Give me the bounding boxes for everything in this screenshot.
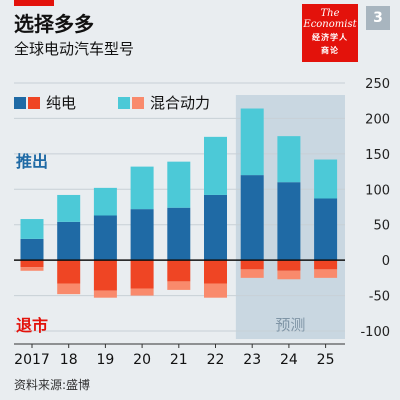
bar-pure-exit [167, 260, 191, 282]
bar-hybrid-exit [167, 281, 191, 290]
bar-hybrid-launch [240, 108, 264, 176]
bar-hybrid-exit [240, 269, 264, 278]
bar-pure-launch [204, 194, 227, 261]
bar-hybrid-exit [277, 270, 301, 280]
bar-pure-exit [130, 260, 154, 289]
x-tick-label: 18 [60, 352, 78, 368]
bar-hybrid-launch [167, 161, 191, 208]
bar-pure-exit [93, 260, 117, 291]
bar-hybrid-exit [130, 288, 154, 296]
bar-pure-exit [204, 260, 227, 284]
bar-pure-launch [167, 207, 191, 261]
legend-hybrid: 混合动力 [118, 92, 210, 113]
bar-hybrid-launch [93, 187, 117, 216]
logo-line-3: 经济学人 [312, 33, 348, 42]
bar-pure-launch [57, 221, 81, 261]
legend-swatch-hybrid-launch [118, 96, 130, 109]
y-tick-label: 100 [365, 183, 390, 198]
x-tick-label: 20 [133, 352, 151, 368]
bar-hybrid-exit [57, 283, 81, 295]
bar-pure-exit [240, 260, 264, 270]
bar-hybrid-launch [57, 194, 81, 222]
y-tick-label: -100 [360, 325, 390, 340]
logo-line-4: 商论 [321, 46, 339, 55]
chart-title: 选择多多 [14, 12, 94, 36]
y-tick-label: -50 [369, 290, 390, 305]
x-tick-label: 24 [280, 352, 298, 368]
brand-red-bar [14, 0, 54, 6]
launch-label: 推出 [16, 152, 48, 171]
y-tick-label: 150 [365, 148, 390, 163]
bar-pure-exit [314, 260, 338, 270]
y-tick-label: 0 [382, 254, 390, 269]
legend-pure: 纯电 [14, 92, 76, 113]
bar-pure-exit [277, 260, 301, 271]
bar-pure-launch [130, 209, 154, 261]
bar-hybrid-exit [93, 290, 117, 298]
bar-pure-launch [20, 238, 44, 261]
forecast-label: 预测 [275, 316, 305, 334]
logo-line-2: Economist [303, 19, 357, 30]
x-tick-label: 25 [317, 352, 335, 368]
bar-hybrid-launch [314, 159, 338, 199]
x-tick-label: 2017 [14, 352, 50, 368]
legend-label-pure: 纯电 [46, 94, 77, 112]
bar-hybrid-launch [204, 136, 227, 195]
y-tick-label: 200 [365, 112, 390, 127]
bar-pure-exit [20, 260, 44, 268]
chart-number-badge: 3 [366, 6, 390, 30]
bar-hybrid-launch [20, 219, 44, 239]
logo-line-1: The [320, 8, 340, 19]
bar-hybrid-exit [20, 267, 44, 271]
bar-hybrid-launch [277, 136, 301, 183]
bar-pure-launch [93, 215, 117, 261]
x-tick-label: 19 [96, 352, 114, 368]
legend-swatch-pure-launch [14, 96, 26, 109]
x-tick-label: 21 [170, 352, 188, 368]
bar-pure-launch [277, 182, 301, 261]
legend-label-hybrid: 混合动力 [150, 94, 211, 112]
bar-hybrid-exit [314, 269, 338, 278]
economist-logo: The Economist 经济学人 商论 [302, 4, 358, 62]
bar-hybrid-launch [130, 166, 154, 210]
x-tick-label: 23 [243, 352, 261, 368]
y-tick-label: 250 [365, 77, 390, 92]
bar-pure-launch [240, 175, 264, 261]
source-note: 资料来源:盛博 [14, 378, 91, 392]
exit-label: 退市 [16, 316, 48, 335]
bar-hybrid-exit [204, 283, 227, 298]
bar-pure-launch [314, 198, 338, 261]
bar-pure-exit [57, 260, 81, 284]
chart-subtitle: 全球电动汽车型号 [14, 40, 135, 58]
legend-swatch-hybrid-exit [132, 96, 144, 109]
y-tick-label: 50 [373, 219, 390, 234]
x-tick-label: 22 [207, 352, 225, 368]
legend-swatch-pure-exit [28, 96, 40, 109]
